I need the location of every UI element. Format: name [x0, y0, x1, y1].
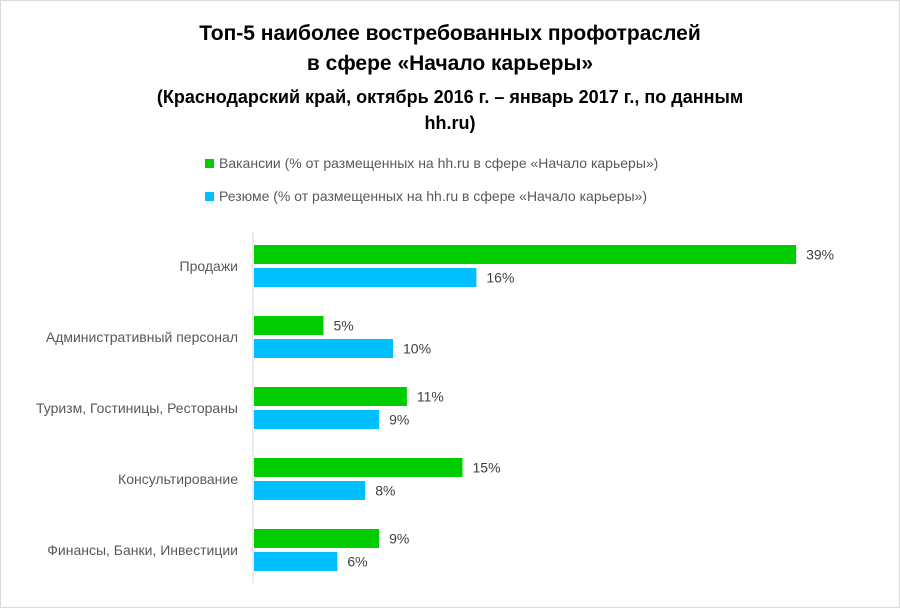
bar-vacancies [254, 387, 407, 406]
legend-label-vacancies: Вакансии (% от размещенных на hh.ru в сф… [219, 155, 659, 171]
data-label: 9% [389, 412, 409, 428]
bar-resumes [254, 481, 366, 500]
category-label: Туризм, Гостиницы, Рестораны [36, 400, 238, 416]
data-label: 9% [389, 531, 409, 547]
data-label: 8% [375, 483, 395, 499]
bar-resumes [254, 339, 393, 358]
category-label: Продажи [180, 258, 238, 274]
legend-swatch-vacancies [205, 158, 214, 168]
data-label: 15% [473, 460, 501, 476]
legend-item-resumes: Резюме (% от размещенных на hh.ru в сфер… [205, 188, 647, 204]
category-label: Консультирование [118, 471, 238, 487]
chart-title-line-2: в сфере «Начало карьеры» [306, 52, 594, 75]
chart-subtitle-line-1: (Краснодарский край, октябрь 2016 г. – я… [156, 87, 744, 107]
data-label: 5% [334, 318, 354, 334]
bar-vacancies [254, 316, 324, 335]
category-label: Административный персонал [46, 329, 238, 345]
category-label: Финансы, Банки, Инвестиции [47, 542, 238, 558]
chart-subtitle-line-2: hh.ru) [424, 113, 476, 133]
bar-resumes [254, 268, 477, 287]
data-label: 10% [403, 341, 431, 357]
data-label: 16% [486, 270, 514, 286]
data-label: 39% [806, 247, 834, 263]
legend-item-vacancies: Вакансии (% от размещенных на hh.ru в сф… [205, 155, 658, 171]
bar-vacancies [254, 529, 380, 548]
bar-vacancies [254, 458, 463, 477]
legend-swatch-resumes [205, 191, 214, 201]
legend-label-resumes: Резюме (% от размещенных на hh.ru в сфер… [219, 188, 647, 204]
bar-resumes [254, 552, 338, 571]
chart-title-line-1: Топ-5 наиболее востребованных профотрасл… [199, 22, 701, 45]
bar-vacancies [254, 245, 797, 264]
data-label: 6% [347, 554, 367, 570]
data-label: 11% [417, 389, 444, 405]
bar-resumes [254, 410, 380, 429]
